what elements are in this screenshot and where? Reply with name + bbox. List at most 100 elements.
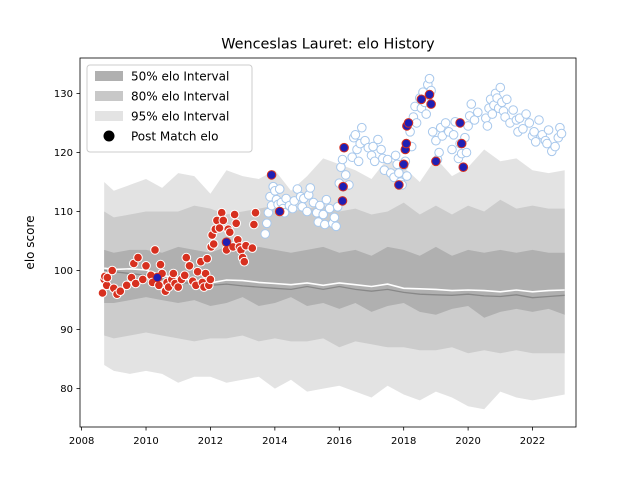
post-match-point-loss [331, 221, 341, 232]
post-match-point-win [155, 259, 166, 270]
post-match-point-loss [318, 209, 329, 220]
legend-swatch [95, 71, 123, 81]
y-tick-label: 90 [60, 325, 73, 336]
post-match-point-blue [416, 94, 427, 105]
x-axis: 2008 2010 2012 2014 2016 2018 2020 2022 [69, 427, 545, 447]
x-tick-label: 2018 [391, 436, 416, 447]
post-match-point-blue [394, 180, 404, 190]
post-match-point-loss [487, 109, 498, 119]
y-tick-label: 80 [60, 384, 73, 395]
post-match-point-win [247, 243, 258, 253]
post-match-point-loss [324, 203, 335, 214]
post-match-point-loss [274, 184, 285, 194]
post-match-point-win [205, 274, 216, 285]
post-match-point-loss [534, 115, 544, 125]
post-match-point-loss [431, 135, 441, 146]
post-match-point-loss [376, 144, 386, 155]
post-match-point-loss [434, 147, 444, 158]
post-match-point-blue [458, 162, 469, 172]
x-tick-label: 2008 [69, 436, 94, 447]
y-tick-label: 110 [54, 207, 73, 218]
post-match-point-loss [473, 107, 483, 118]
post-match-point-loss [466, 99, 477, 109]
post-match-point-blue [401, 138, 412, 149]
chart-title: Wenceslas Lauret: elo History [221, 37, 435, 53]
post-match-point-blue [221, 237, 232, 247]
post-match-point-win [150, 245, 160, 255]
post-match-point-loss [524, 118, 535, 128]
post-match-point-blue [274, 206, 285, 217]
post-match-point-loss [320, 219, 330, 230]
post-match-point-loss [390, 150, 401, 161]
legend-marker [103, 130, 115, 142]
post-match-point-blue [455, 118, 465, 128]
y-tick-label: 130 [54, 89, 73, 100]
post-match-point-loss [260, 229, 271, 239]
post-match-point-win [179, 270, 190, 281]
legend-label: 80% elo Interval [131, 90, 229, 104]
post-match-point-blue [266, 170, 277, 180]
post-match-point-loss [411, 118, 422, 128]
post-match-point-win [208, 239, 219, 249]
post-match-point-loss [394, 168, 404, 178]
post-match-point-loss [530, 137, 541, 147]
legend: 50% elo Interval 80% elo Interval 95% elo … [86, 64, 253, 153]
post-match-point-loss [353, 156, 364, 167]
post-match-point-blue [424, 89, 435, 100]
post-match-point-loss [521, 109, 531, 119]
post-match-point-win [216, 207, 227, 218]
post-match-point-loss [542, 138, 552, 149]
post-match-point-win [218, 215, 229, 226]
legend-swatch [95, 91, 123, 101]
post-match-point-loss [448, 130, 459, 140]
x-tick-label: 2022 [520, 436, 545, 447]
post-match-points [97, 73, 567, 300]
post-match-point-loss [340, 170, 351, 180]
legend-label: Post Match elo [131, 130, 218, 144]
post-match-point-blue [426, 99, 436, 109]
post-match-point-win [250, 207, 261, 218]
post-match-point-win [130, 278, 141, 289]
legend-label: 50% elo Interval [131, 70, 229, 84]
post-match-point-win [121, 280, 132, 291]
post-match-point-loss [321, 194, 332, 205]
post-match-point-loss [543, 125, 554, 135]
post-match-point-loss [302, 206, 312, 217]
post-match-point-win [138, 274, 148, 285]
post-match-point-loss [529, 127, 539, 137]
post-match-point-loss [461, 147, 472, 158]
post-match-point-win [239, 256, 250, 267]
post-match-point-loss [508, 105, 519, 115]
y-tick-label: 120 [54, 148, 73, 159]
post-match-point-loss [336, 162, 346, 172]
y-tick-label: 100 [54, 266, 73, 277]
x-tick-label: 2016 [327, 436, 352, 447]
post-match-point-loss [402, 171, 412, 181]
post-match-point-blue [337, 196, 348, 206]
post-match-point-win [115, 286, 126, 297]
post-match-point-loss [518, 124, 528, 134]
post-match-point-win [229, 209, 240, 220]
x-tick-label: 2012 [198, 436, 223, 447]
post-match-point-win [202, 253, 212, 264]
post-match-point-loss [440, 118, 451, 128]
post-match-point-loss [305, 183, 316, 193]
post-match-point-loss [287, 203, 298, 214]
post-match-point-win [97, 288, 108, 298]
post-match-point-blue [403, 118, 414, 128]
post-match-point-win [102, 272, 113, 283]
post-match-point-loss [262, 218, 272, 229]
post-match-point-win [181, 252, 192, 263]
post-match-point-win [141, 261, 151, 271]
post-match-point-loss [424, 73, 435, 84]
post-match-point-win [231, 218, 241, 229]
post-match-point-loss [421, 109, 432, 119]
post-match-point-loss [502, 94, 512, 105]
legend-box [86, 64, 253, 153]
post-match-point-blue [339, 142, 349, 153]
legend-label: 95% elo Interval [131, 110, 229, 124]
post-match-point-loss [373, 134, 383, 145]
post-match-point-win [184, 261, 195, 271]
post-match-point-loss [482, 121, 493, 131]
